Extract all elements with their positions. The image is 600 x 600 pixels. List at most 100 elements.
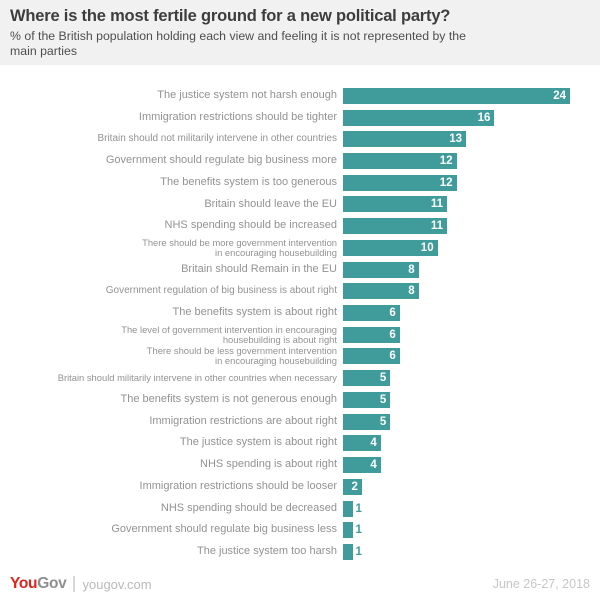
bar: 6: [343, 305, 400, 322]
category-label: There should be more government interven…: [142, 236, 337, 258]
chart-footer: You Gov yougov.com June 26-27, 2018: [0, 573, 600, 595]
value-label: 10: [420, 241, 434, 254]
bar-track: 5: [343, 391, 600, 408]
bar-row: The justice system not harsh enough 24: [0, 85, 600, 107]
bar-row: Immigration restrictions should be tight…: [0, 107, 600, 129]
category-label: The justice system too harsh: [196, 545, 337, 558]
bar-row: Immigration restrictions are about right…: [0, 411, 600, 433]
bar-row: The benefits system is not generous enou…: [0, 389, 600, 411]
category-label: There should be less government interven…: [146, 345, 337, 367]
bar-track: 2: [343, 478, 600, 495]
bar: 2: [343, 478, 362, 495]
bar: 5: [343, 413, 391, 430]
category-label: Britain should Remain in the EU: [181, 262, 337, 275]
bar-track: 8: [343, 261, 600, 278]
category-label: Government should regulate big business …: [105, 154, 337, 167]
bar-track: 8: [343, 283, 600, 300]
bar-track: 6: [343, 326, 600, 343]
value-label: 6: [389, 307, 396, 320]
category-label: The benefits system is too generous: [160, 175, 337, 188]
value-label: 11: [430, 198, 444, 211]
category-label: NHS spending should be decreased: [160, 501, 337, 514]
bar-track: 6: [343, 305, 600, 322]
bar-track: 11: [343, 196, 600, 213]
value-label: 8: [408, 263, 415, 276]
value-label: 11: [430, 220, 444, 233]
category-label: Immigration restrictions should be loose…: [139, 479, 337, 492]
yougov-logo: You Gov yougov.com: [10, 575, 152, 593]
bar: 4: [343, 457, 381, 474]
bar-track: 13: [343, 131, 600, 148]
bar-track: 5: [343, 413, 600, 430]
category-label: The benefits system is not generous enou…: [120, 392, 337, 405]
value-label: 13: [449, 133, 462, 146]
category-label: The benefits system is about right: [172, 306, 337, 319]
bar: 8: [343, 261, 419, 278]
value-label: 16: [477, 111, 491, 124]
bar-track: 5: [343, 370, 600, 387]
bar-rows: The justice system not harsh enough 24 Imm…: [0, 85, 600, 563]
page-subtitle: % of the British population holding each…: [10, 28, 466, 59]
value-label: 5: [379, 372, 387, 385]
category-label: NHS spending should be increased: [164, 219, 337, 232]
value-label: 6: [389, 328, 396, 341]
bar-row: NHS spending should be decreased 1: [0, 498, 600, 520]
value-label: 8: [408, 285, 415, 298]
bar-row: The benefits system is about right 6: [0, 302, 600, 324]
bar: 10: [343, 239, 438, 256]
category-label: Britain should leave the EU: [204, 197, 337, 210]
bar-row: Government regulation of big business is…: [0, 280, 600, 302]
bar-row: Government should regulate big business …: [0, 150, 600, 172]
logo-gov-text: Gov: [37, 575, 67, 592]
bar: 6: [343, 326, 400, 343]
bar: 4: [343, 435, 381, 452]
bar: 8: [343, 283, 419, 300]
bar-row: The justice system too harsh 1: [0, 541, 600, 563]
bar-row: The benefits system is too generous 12: [0, 172, 600, 194]
value-label: 4: [370, 437, 377, 450]
bar: 11: [343, 218, 448, 235]
bar: 13: [343, 131, 466, 148]
bar: 5: [343, 370, 391, 387]
value-label: 24: [553, 89, 566, 102]
value-label: 5: [379, 415, 387, 428]
category-label: The justice system not harsh enough: [157, 88, 337, 101]
bar: [343, 543, 353, 560]
bar-row: The level of government intervention in …: [0, 324, 600, 346]
category-label: NHS spending is about right: [200, 458, 337, 471]
bar: 12: [343, 174, 457, 191]
bar: 12: [343, 153, 457, 170]
value-label: 1: [355, 524, 362, 537]
bar-track: 12: [343, 153, 600, 170]
value-label: 12: [439, 176, 453, 189]
category-label: The level of government intervention in …: [121, 323, 337, 345]
bar-row: Britain should leave the EU 11: [0, 194, 600, 216]
bar: 5: [343, 391, 391, 408]
bar-row: There should be more government interven…: [0, 237, 600, 259]
logo-you-text: You: [10, 575, 38, 592]
bar-row: The justice system is about right 4: [0, 433, 600, 455]
bar-row: NHS spending should be increased 11: [0, 215, 600, 237]
bar-row: Britain should not militarily intervene …: [0, 128, 600, 150]
bar-row: Britain should Remain in the EU 8: [0, 259, 600, 281]
bar-row: Government should regulate big business …: [0, 519, 600, 541]
bar-row: NHS spending is about right 4: [0, 454, 600, 476]
page-title: Where is the most fertile ground for a n…: [10, 7, 451, 25]
bar-row: Immigration restrictions should be loose…: [0, 476, 600, 498]
survey-date: June 26-27, 2018: [492, 577, 590, 591]
bar-track: 6: [343, 348, 600, 365]
value-label: 12: [439, 155, 453, 168]
value-label: 1: [355, 545, 362, 558]
bar-track: 1: [343, 522, 600, 539]
category-label: Britain should not militarily intervene …: [97, 132, 337, 144]
value-label: 5: [379, 393, 387, 406]
bar-track: 16: [343, 109, 600, 126]
bar-row: Britain should militarily intervene in o…: [0, 367, 600, 389]
bar-track: 1: [343, 500, 600, 517]
bar-track: 4: [343, 435, 600, 452]
bar-track: 12: [343, 174, 600, 191]
bar: 11: [343, 196, 448, 213]
chart-header: Where is the most fertile ground for a n…: [0, 0, 600, 65]
category-label: The justice system is about right: [179, 436, 337, 449]
